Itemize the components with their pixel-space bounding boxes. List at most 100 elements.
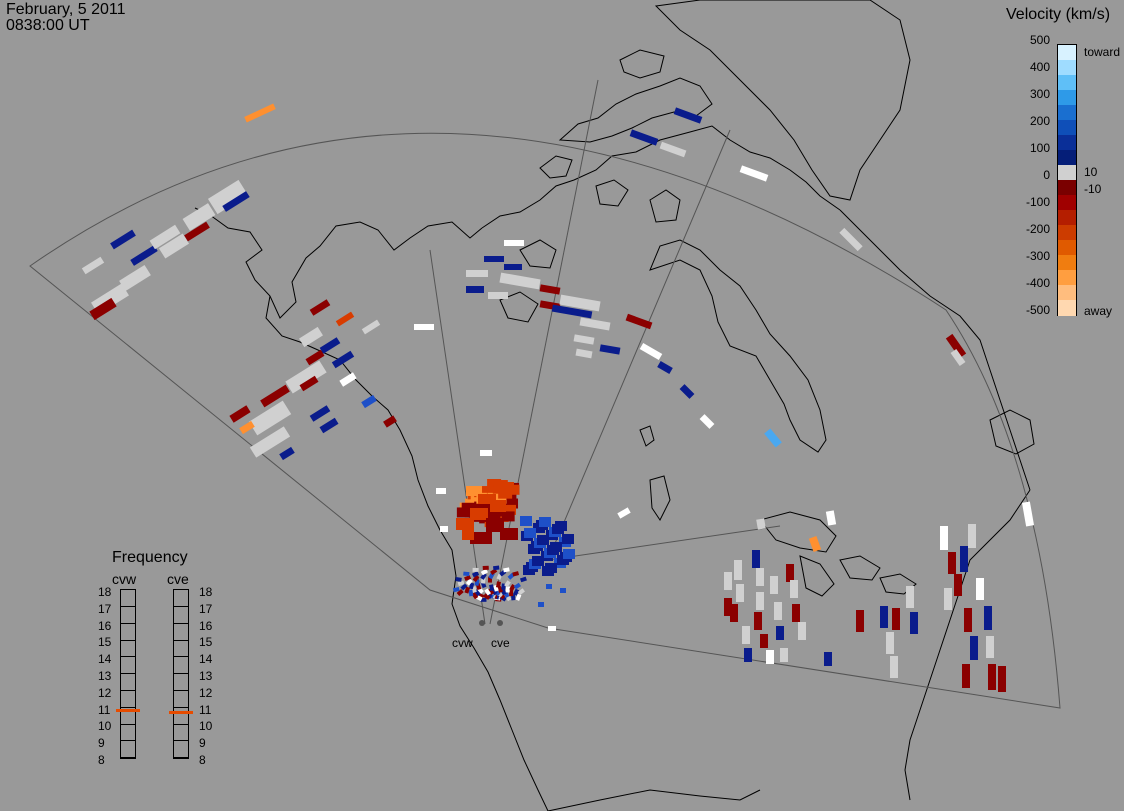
velocity-cell <box>493 565 500 571</box>
velocity-cell <box>770 576 778 594</box>
velocity-cell <box>464 575 472 582</box>
velocity-cell <box>752 550 760 568</box>
velocity-cell <box>484 256 504 262</box>
velocity-cell <box>119 264 151 292</box>
velocity-cell <box>625 313 653 330</box>
velocity-cell <box>548 626 556 631</box>
velocity-cell <box>976 578 984 600</box>
frequency-cell <box>121 640 135 658</box>
velocity-cell <box>539 284 561 295</box>
velocity-cell <box>968 524 976 548</box>
frequency-scale-label-left: 16 <box>98 618 112 633</box>
frequency-cell <box>121 590 135 607</box>
velocity-cell <box>517 588 525 596</box>
colorbar-tick-label: 300 <box>1029 87 1050 101</box>
velocity-cell <box>499 272 541 290</box>
velocity-cell <box>285 360 327 394</box>
velocity-cell <box>739 165 769 182</box>
velocity-cell <box>472 574 480 583</box>
frequency-scale-label-left: 12 <box>98 685 112 700</box>
velocity-cell <box>617 507 631 519</box>
frequency-cell <box>121 724 135 742</box>
date-label: February, 5 2011 <box>6 1 126 18</box>
velocity-cell <box>149 224 181 250</box>
velocity-cell <box>940 526 948 550</box>
velocity-cell <box>331 350 355 369</box>
cvw-site-marker <box>479 620 485 626</box>
colorbar-segment <box>1058 120 1076 136</box>
colorbar-tick-label: -400 <box>1025 276 1050 290</box>
velocity-cell <box>538 602 544 607</box>
velocity-cell <box>890 656 898 678</box>
velocity-cell <box>480 572 487 580</box>
velocity-cell <box>110 229 136 250</box>
velocity-cell <box>466 270 488 277</box>
colorbar-segment <box>1058 60 1076 76</box>
velocity-cell <box>480 597 487 602</box>
velocity-cell <box>498 488 513 499</box>
velocity-cell <box>339 372 357 387</box>
time-label: 0838:00 UT <box>6 17 90 34</box>
velocity-cell <box>503 567 510 573</box>
velocity-cell <box>539 517 551 527</box>
velocity-cell <box>736 584 744 602</box>
velocity-cell <box>639 342 663 361</box>
velocity-cell <box>158 233 190 259</box>
velocity-cell <box>546 584 552 589</box>
frequency-scale-label-right: 8 <box>199 753 206 767</box>
velocity-cell <box>504 264 522 270</box>
velocity-cell <box>742 626 750 644</box>
frequency-cell <box>174 741 188 759</box>
frequency-scale-label-left: 10 <box>98 719 112 734</box>
velocity-cell <box>550 542 562 552</box>
velocity-cell <box>468 589 474 597</box>
velocity-cell <box>545 563 557 573</box>
frequency-scale-label-left: 13 <box>98 669 112 683</box>
frequency-scale-label-left: 9 <box>98 736 105 751</box>
velocity-cell <box>563 549 575 559</box>
radar-sites <box>479 620 503 626</box>
colorbar-segment <box>1058 225 1076 241</box>
velocity-cell <box>462 530 474 540</box>
velocity-cell <box>472 567 479 572</box>
frequency-cell <box>174 657 188 675</box>
frequency-column-cve <box>173 589 189 759</box>
velocity-cell <box>792 604 800 622</box>
colorbar-segment <box>1058 300 1076 316</box>
velocity-cell <box>559 294 601 312</box>
velocity-cell <box>786 564 794 582</box>
velocity-cell <box>629 129 659 146</box>
colorbar-title: Velocity (km/s) <box>1006 6 1111 23</box>
velocity-cell <box>207 179 249 215</box>
frequency-scale-label-right: 14 <box>199 652 213 667</box>
cve-site-marker <box>497 620 503 626</box>
velocity-cell <box>504 240 524 246</box>
velocity-cell <box>962 664 970 688</box>
velocity-cell <box>790 580 798 598</box>
velocity-cell <box>945 333 967 359</box>
velocity-cell <box>970 636 978 660</box>
velocity-cell <box>436 488 446 494</box>
frequency-scale-label-left: 15 <box>98 635 112 650</box>
frequency-column-cvw <box>120 589 136 759</box>
velocity-cell <box>486 511 501 522</box>
velocity-cell <box>513 588 520 596</box>
colorbar-segment <box>1058 45 1076 61</box>
velocity-cell <box>964 608 972 632</box>
velocity-cells-layer <box>81 103 1035 692</box>
velocity-cell <box>551 304 593 319</box>
colorbar-segment <box>1058 165 1076 181</box>
frequency-scale-label-right: 12 <box>199 685 213 700</box>
velocity-cell <box>222 191 250 212</box>
velocity-cell <box>730 604 738 622</box>
velocity-cell <box>466 486 482 496</box>
colorbar-tick-label: 400 <box>1029 60 1050 74</box>
velocity-cell <box>754 612 762 630</box>
colorbar-segment <box>1058 105 1076 121</box>
frequency-scale-label-right: 15 <box>199 635 213 650</box>
colorbar-tick-label: 10 <box>1084 165 1098 179</box>
colorbar-segment <box>1058 285 1076 301</box>
velocity-cell <box>856 610 864 632</box>
velocity-cell <box>182 203 216 231</box>
velocity-cell <box>756 592 764 610</box>
